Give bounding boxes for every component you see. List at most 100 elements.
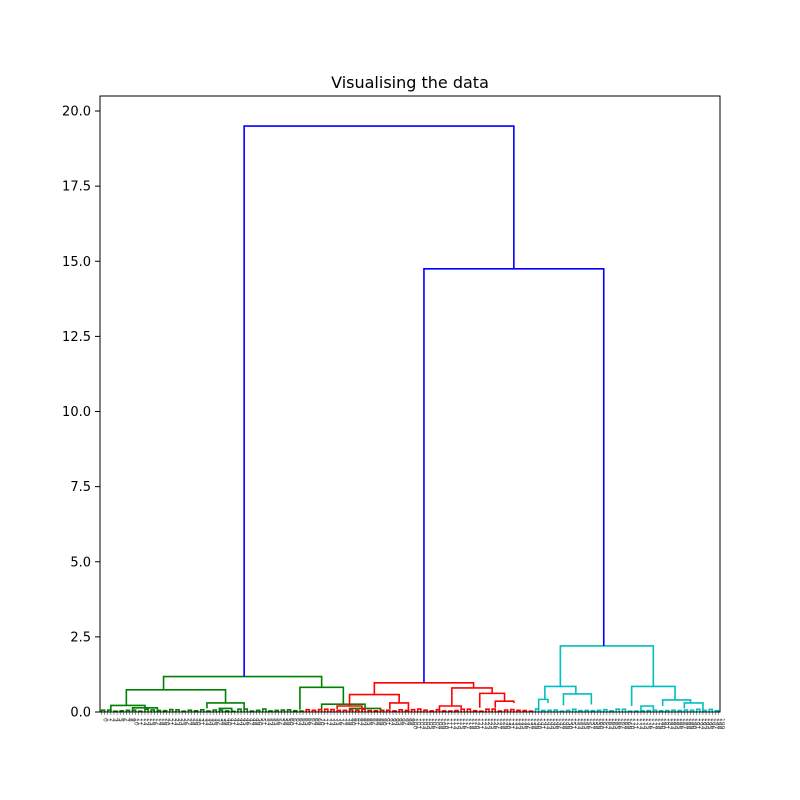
leaf-label: 74: [331, 718, 338, 726]
leaf-label: 176: [647, 718, 654, 730]
leaf-label: 194: [703, 718, 710, 730]
leaf-label: 140: [536, 718, 543, 730]
leaf-pair-link: [280, 709, 286, 712]
leaf-label: 16: [151, 718, 158, 726]
leaf-label: 159: [594, 718, 601, 730]
leaf-label: 187: [681, 718, 688, 730]
leaf-label: 181: [663, 718, 670, 730]
leaf-label: 92: [387, 718, 394, 726]
leaf-label: 145: [551, 718, 558, 730]
leaf-pair-link: [590, 709, 596, 712]
leaf-label: 161: [601, 718, 608, 730]
leaf-label: 79: [346, 718, 353, 726]
leaf-label: 115: [458, 718, 465, 730]
leaf-label: 65: [303, 718, 310, 726]
leaf-pair-link: [125, 709, 131, 712]
leaf-label: 67: [309, 718, 316, 726]
leaf-label: 76: [337, 718, 344, 726]
leaf-label: 124: [486, 718, 493, 730]
leaf-label: 174: [641, 718, 648, 730]
cluster-link: [336, 705, 363, 712]
leaf-pair-link: [199, 708, 205, 712]
leaf-label: 106: [430, 718, 437, 730]
leaf-label: 197: [712, 718, 719, 730]
leaf-label: 20: [164, 718, 171, 726]
leaf-label: 141: [539, 718, 546, 730]
leaf-label: 5: [117, 718, 124, 722]
leaf-pair-link: [602, 708, 608, 712]
leaf-label: 137: [526, 718, 533, 730]
leaf-label: 119: [470, 718, 477, 730]
leaf-label: 29: [191, 718, 198, 726]
leaf-pair-link: [460, 708, 466, 712]
leaf-label: 155: [582, 718, 589, 730]
leaf-label: 144: [548, 718, 555, 730]
leaf-label: 91: [384, 718, 391, 726]
leaf-label: 85: [365, 718, 372, 726]
leaf-pair-link: [677, 709, 683, 712]
leaf-pair-link: [323, 708, 329, 712]
y-tick-label: 5.0: [70, 555, 91, 570]
leaf-pair-link: [243, 708, 249, 712]
leaf-pair-link: [392, 710, 397, 712]
leaf-pair-link: [658, 709, 664, 712]
y-tick-label: 17.5: [62, 180, 91, 195]
leaf-label: 73: [328, 718, 335, 726]
leaf-pair-link: [454, 709, 459, 712]
leaf-label: 99: [408, 718, 415, 726]
leaf-label: 173: [638, 718, 645, 730]
leaf-label: 101: [415, 718, 422, 730]
leaf-label: 128: [498, 718, 505, 730]
leaf-label: 191: [694, 718, 701, 730]
leaf-label: 1: [105, 718, 112, 722]
leaf-pair-link: [348, 709, 354, 712]
cluster-link: [478, 692, 506, 708]
cluster-link: [206, 702, 245, 710]
leaf-label: 157: [588, 718, 595, 730]
leaf-pair-link: [615, 708, 621, 712]
leaf-label: 23: [173, 718, 180, 726]
y-tick-label: 12.5: [62, 330, 91, 345]
leaf-label: 2: [108, 718, 115, 722]
leaf-pair-link: [379, 709, 385, 712]
cluster-link: [299, 686, 345, 710]
leaf-label: 30: [195, 718, 202, 726]
cluster-link: [125, 688, 227, 706]
leaf-label: 77: [340, 718, 347, 726]
cluster-link: [438, 705, 462, 712]
leaf-label: 34: [207, 718, 214, 726]
leaf-pair-link: [106, 709, 112, 712]
leaf-label: 163: [607, 718, 614, 730]
leaf-label: 32: [201, 718, 208, 726]
leaf-label: 78: [343, 718, 350, 726]
leaf-label: 84: [362, 718, 369, 726]
leaf-pair-link: [664, 709, 670, 712]
leaf-pair-link: [584, 709, 590, 712]
leaf-label: 8: [126, 718, 133, 722]
leaf-label: 102: [418, 718, 425, 730]
leaf-pair-link: [565, 709, 571, 712]
leaf-label: 42: [232, 718, 239, 726]
leaf-label: 89: [377, 718, 384, 726]
leaf-label: 146: [554, 718, 561, 730]
leaf-label: 143: [545, 718, 552, 730]
leaf-label: 7: [123, 718, 130, 722]
top-merge-link: [243, 125, 515, 677]
leaf-pair-link: [224, 710, 230, 712]
leaf-label: 158: [591, 718, 598, 730]
cluster-green: [100, 675, 382, 713]
leaf-pair-link: [255, 709, 261, 712]
cluster-link: [537, 698, 549, 709]
leaf-label: 68: [312, 718, 319, 726]
leaf-label: 75: [334, 718, 341, 726]
leaf-label: 153: [576, 718, 583, 730]
leaf-label: 82: [356, 718, 363, 726]
leaf-pair-link: [485, 708, 490, 712]
leaf-label: 164: [610, 718, 617, 730]
leaf-pair-link: [553, 709, 559, 712]
leaf-label: 22: [170, 718, 177, 726]
leaf-label: 21: [167, 718, 174, 726]
leaf-label: 27: [185, 718, 192, 726]
leaf-label: 112: [449, 718, 456, 730]
